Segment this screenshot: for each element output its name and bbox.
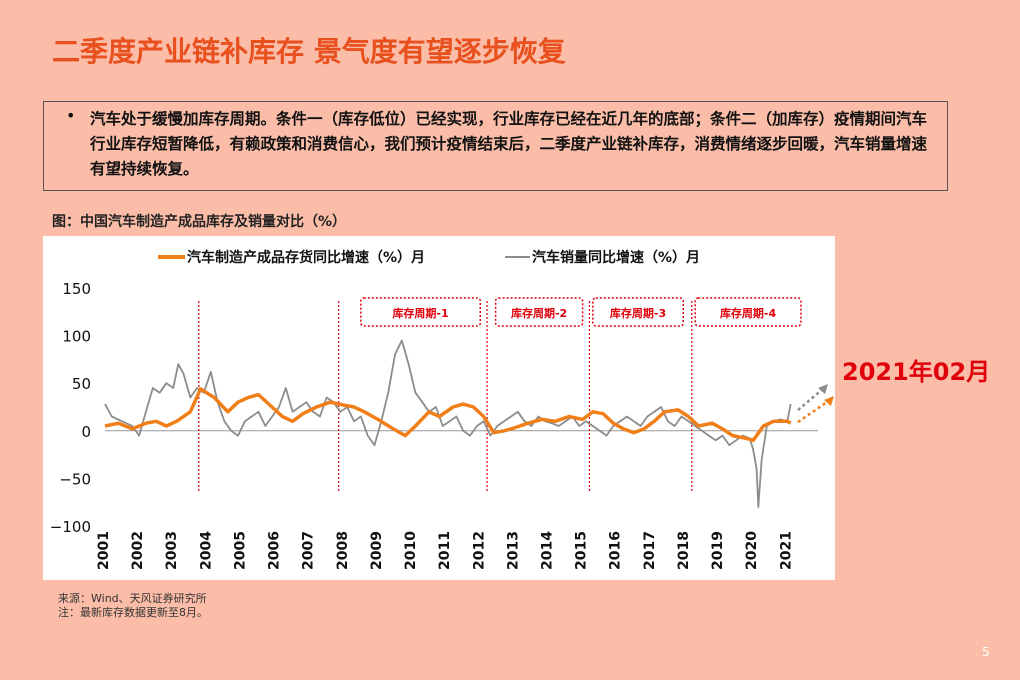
x-tick-label: 2007	[301, 531, 317, 570]
x-tick-label: 2017	[642, 531, 658, 570]
x-tick-label: 2013	[505, 531, 521, 570]
source-note: 来源：Wind、天风证券研究所 注：最新库存数据更新至8月。	[58, 592, 208, 620]
x-tick-label: 2003	[164, 531, 180, 570]
date-annotation: 2021年02月	[842, 358, 991, 386]
y-tick-label: 150	[62, 280, 91, 298]
x-tick-label: 2012	[471, 531, 487, 570]
cycle-box	[694, 297, 802, 327]
x-axis: 2001 2002 2003 2004 2005 2006 2007 2008 2009 2010…	[96, 531, 794, 570]
x-tick-label: 2004	[198, 531, 214, 570]
y-tick-label: 50	[72, 375, 91, 393]
y-tick-label: 0	[81, 423, 91, 441]
x-tick-label: 2020	[744, 531, 760, 570]
x-tick-label: 2019	[710, 531, 726, 570]
cycle-label: 库存周期-3	[610, 306, 666, 320]
x-tick-label: 2014	[539, 531, 555, 570]
slide-title: 二季度产业链补库存 景气度有望逐步恢复	[52, 35, 566, 68]
chart-panel: 汽车制造产成品存货同比增速（%）月 汽车销量同比增速（%）月 150 100 50 0…	[43, 236, 835, 580]
cycle-dividers	[198, 301, 693, 492]
x-tick-label: 2015	[574, 531, 590, 570]
series-line-sales	[104, 339, 792, 508]
cycle-box	[360, 297, 482, 327]
page-number: 5	[982, 645, 990, 659]
y-tick-label: 100	[62, 328, 91, 346]
x-tick-label: 2010	[403, 531, 419, 570]
x-tick-label: 2002	[130, 531, 146, 570]
bullet-marker: •	[66, 106, 76, 125]
y-tick-label: −50	[59, 470, 91, 488]
series-line-inventory	[104, 387, 792, 443]
x-tick-label: 2009	[369, 531, 385, 570]
source-line-2: 注：最新库存数据更新至8月。	[58, 606, 208, 619]
y-tick-label: −100	[50, 518, 91, 536]
chart-legend: 汽车制造产成品存货同比增速（%）月 汽车销量同比增速（%）月	[158, 249, 700, 266]
x-tick-label: 2005	[232, 531, 248, 570]
line-chart: 汽车制造产成品存货同比增速（%）月 汽车销量同比增速（%）月 150 100 50 0…	[50, 249, 818, 570]
trend-arrowhead-inventory	[824, 396, 834, 406]
bullet-text: 汽车处于缓慢加库存周期。条件一（库存低位）已经实现，行业库存已经在近几年的底部；…	[90, 110, 928, 178]
cycle-boxes: 库存周期-1 库存周期-2 库存周期-3 库存周期-4	[360, 297, 802, 327]
cycle-label: 库存周期-1	[392, 306, 448, 320]
x-tick-label: 2021	[778, 531, 794, 570]
cycle-box	[494, 297, 584, 327]
x-tick-label: 2001	[96, 531, 112, 570]
x-tick-label: 2016	[608, 531, 624, 570]
cycle-label: 库存周期-2	[511, 306, 567, 320]
x-tick-label: 2006	[267, 531, 283, 570]
x-tick-label: 2008	[335, 531, 351, 570]
bullet-box: • 汽车处于缓慢加库存周期。条件一（库存低位）已经实现，行业库存已经在近几年的底…	[43, 101, 948, 191]
cycle-box	[592, 297, 684, 327]
series-lines	[104, 339, 792, 508]
trend-arrows	[797, 384, 834, 424]
x-tick-label: 2018	[676, 531, 692, 570]
legend-label-sales: 汽车销量同比增速（%）月	[532, 249, 700, 266]
figure-caption: 图：中国汽车制造产成品库存及销量对比（%）	[52, 214, 347, 230]
cycle-label: 库存周期-4	[720, 306, 777, 320]
legend-label-inventory: 汽车制造产成品存货同比增速（%）月	[187, 249, 425, 266]
x-tick-label: 2011	[437, 531, 453, 570]
source-line-1: 来源：Wind、天风证券研究所	[58, 592, 207, 605]
trend-arrow-inventory	[797, 398, 831, 424]
trend-arrowhead-sales	[818, 384, 828, 394]
y-axis: 150 100 50 0 −50 −100	[50, 280, 818, 536]
